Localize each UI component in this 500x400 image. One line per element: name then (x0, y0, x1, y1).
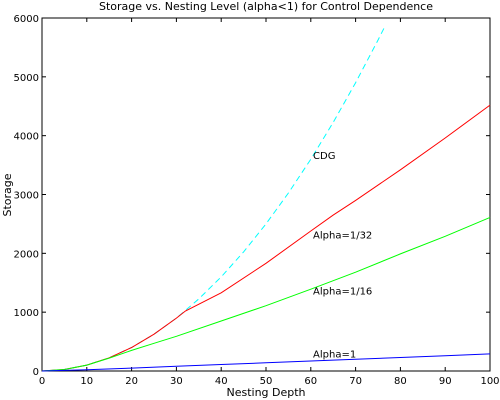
y-tick-label: 2000 (14, 249, 39, 260)
annotation-layer: CDG Alpha=1/32 Alpha=1/16 Alpha=1 (313, 151, 372, 360)
series-annotation: Alpha=1 (313, 349, 356, 360)
x-tick-label: 70 (349, 376, 362, 387)
x-tick-label: 50 (260, 376, 273, 387)
x-tick-label: 0 (39, 376, 45, 387)
x-tick-label: 20 (125, 376, 138, 387)
x-axis-label: Nesting Depth (226, 386, 305, 399)
plot-area (41, 17, 491, 372)
y-tick-label: 0 (33, 367, 39, 378)
x-tick-label: 100 (480, 376, 499, 387)
x-tick-label: 60 (304, 376, 317, 387)
x-tick-label: 30 (170, 376, 183, 387)
series-annotation: CDG (313, 151, 335, 162)
y-tick-label: 1000 (14, 308, 39, 319)
series-annotation: Alpha=1/16 (313, 287, 372, 298)
series-line-alpha-1 (41, 353, 491, 372)
x-tick-label: 90 (439, 376, 452, 387)
chart-title: Storage vs. Nesting Level (alpha<1) for … (99, 0, 433, 13)
axis-ticks: 0 10 20 30 40 50 60 70 80 90 100010002000300040005… (14, 14, 500, 387)
series-line-alpha-1-16 (41, 216, 491, 372)
x-tick-label: 80 (394, 376, 407, 387)
series-annotation: Alpha=1/32 (313, 231, 372, 242)
y-tick-label: 6000 (14, 14, 39, 25)
y-tick-label: 4000 (14, 132, 39, 143)
y-tick-label: 3000 (14, 191, 39, 202)
y-axis-label: Storage (1, 173, 14, 216)
series-layer (41, 26, 491, 372)
x-tick-label: 40 (215, 376, 228, 387)
y-tick-label: 5000 (14, 73, 39, 84)
x-tick-label: 10 (80, 376, 93, 387)
